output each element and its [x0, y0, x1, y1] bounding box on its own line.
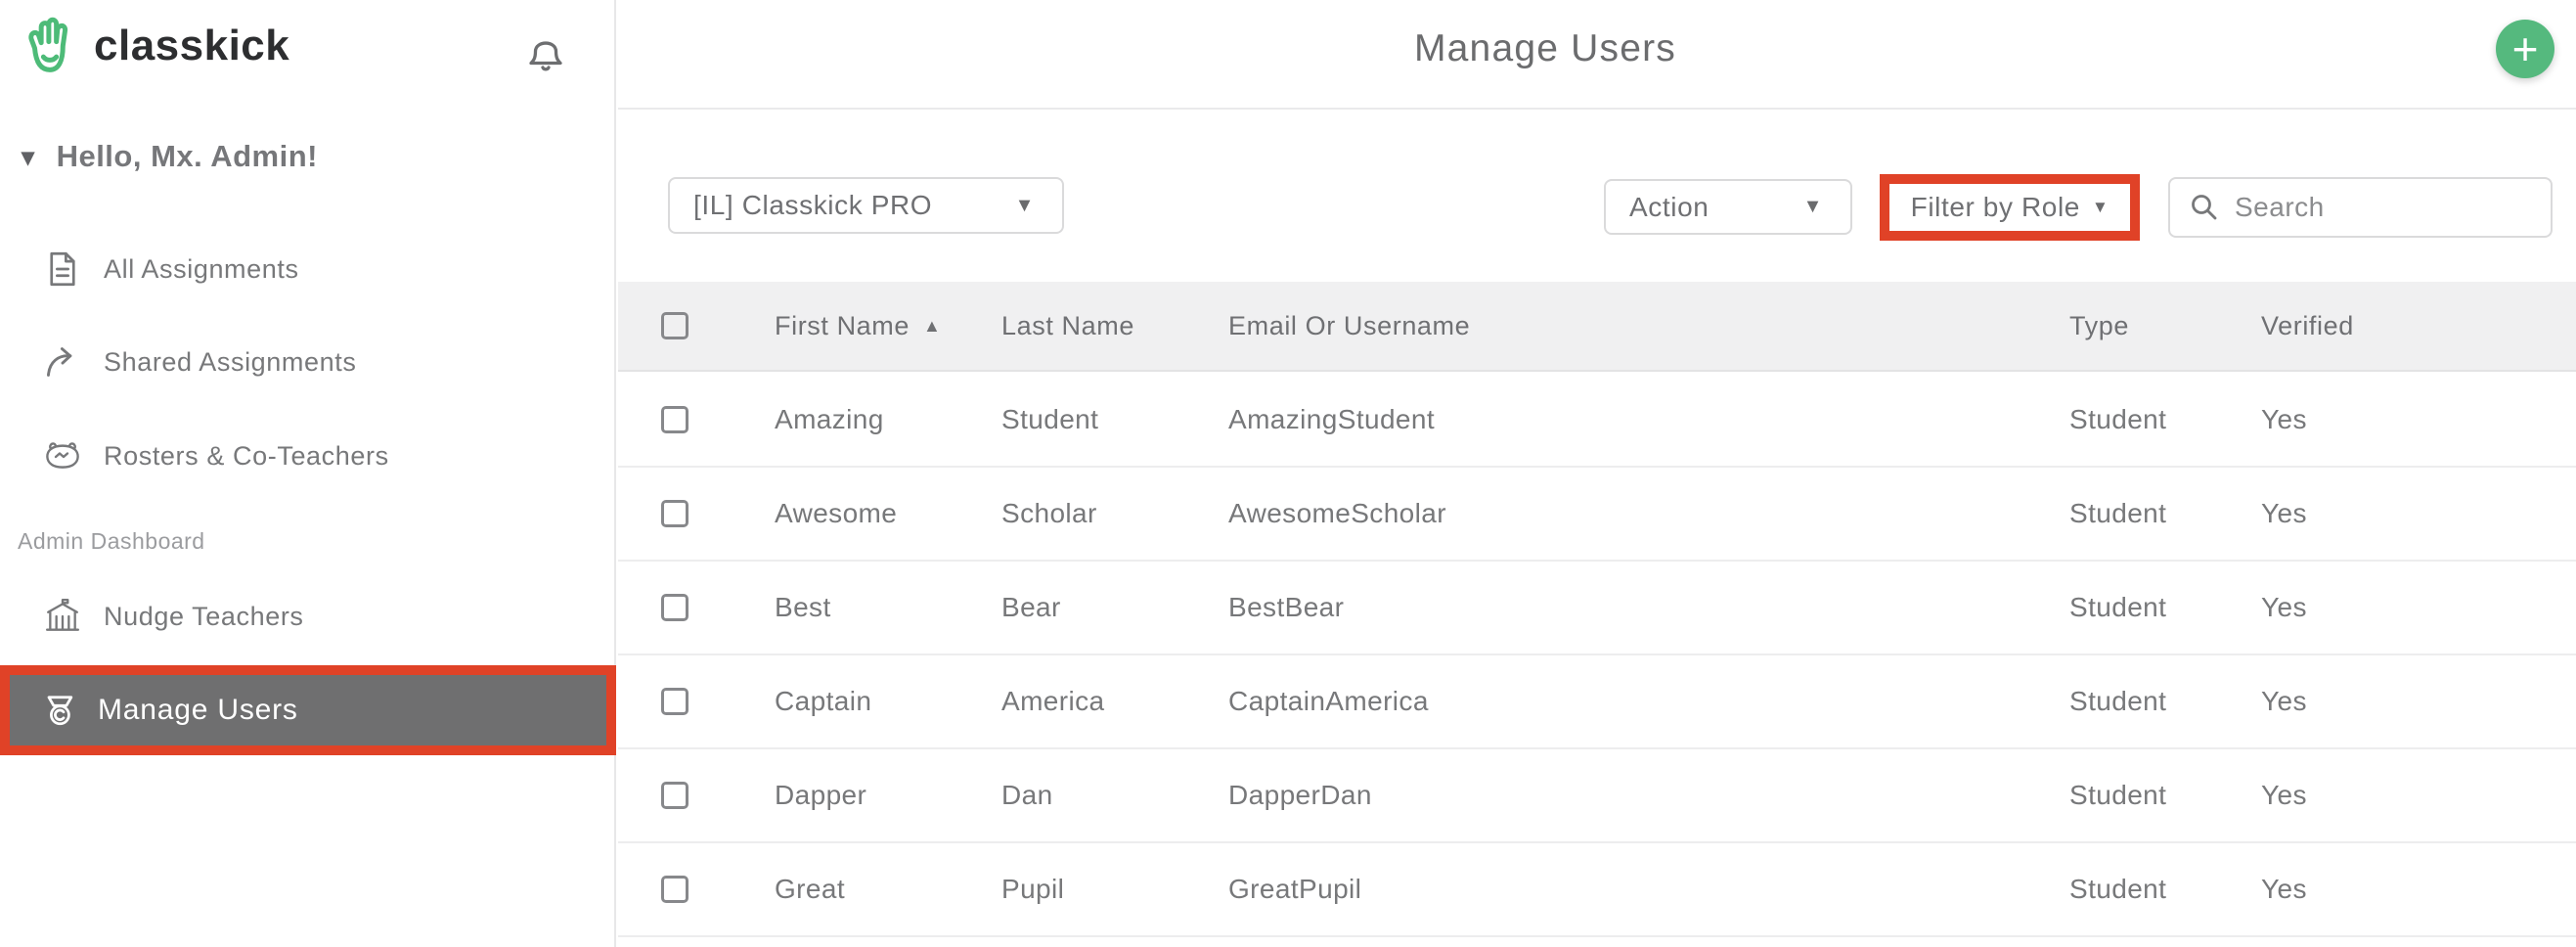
- chevron-down-icon: ▼: [1802, 196, 1823, 217]
- admin-dashboard-section-label: Admin Dashboard: [18, 528, 205, 554]
- chevron-down-icon: ▼: [2091, 198, 2110, 216]
- search-input[interactable]: [2235, 192, 2576, 223]
- sidebar-item-all-assignments[interactable]: All Assignments: [0, 239, 614, 299]
- school-filter-value: [IL] Classkick PRO: [693, 190, 933, 220]
- cell-verified: Yes: [2261, 874, 2307, 904]
- page-header: Manage Users +: [618, 0, 2576, 110]
- cell-type: Student: [2069, 404, 2167, 434]
- sidebar-item-label: Manage Users: [98, 694, 298, 726]
- cell-verified: Yes: [2261, 686, 2307, 716]
- table-body: Amazing Student AmazingStudent Student Y…: [618, 374, 2576, 937]
- filter-by-role-dropdown[interactable]: Filter by Role ▼: [1911, 192, 2110, 223]
- sidebar-item-nudge-teachers[interactable]: Nudge Teachers: [0, 586, 614, 647]
- cell-first-name: Captain: [775, 686, 872, 716]
- bell-icon: [528, 33, 567, 72]
- cell-type: Student: [2069, 780, 2167, 810]
- cell-last-name: Pupil: [1001, 874, 1065, 904]
- cell-last-name: Student: [1001, 404, 1099, 434]
- sort-ascending-icon: ▲: [923, 315, 942, 336]
- greeting-label: Hello, Mx. Admin!: [56, 139, 318, 173]
- row-checkbox[interactable]: [661, 688, 688, 715]
- column-header-email-or-username[interactable]: Email Or Username: [1228, 310, 1471, 340]
- hand-logo-icon: [22, 16, 78, 76]
- column-header-first-name[interactable]: First Name: [775, 310, 910, 340]
- cell-first-name: Awesome: [775, 498, 898, 528]
- classkick-logo[interactable]: classkick: [22, 16, 289, 76]
- cell-email-or-username: DapperDan: [1228, 780, 1372, 810]
- table-row: Great Pupil GreatPupil Student Yes: [618, 843, 2576, 937]
- assignment-icon: [43, 251, 82, 287]
- table-row: Amazing Student AmazingStudent Student Y…: [618, 374, 2576, 468]
- column-header-verified[interactable]: Verified: [2261, 310, 2354, 340]
- action-dropdown-label: Action: [1629, 191, 1710, 222]
- cell-first-name: Dapper: [775, 780, 867, 810]
- cell-first-name: Great: [775, 874, 846, 904]
- cell-first-name: Best: [775, 592, 831, 622]
- column-header-type[interactable]: Type: [2069, 310, 2129, 340]
- cell-last-name: Scholar: [1001, 498, 1097, 528]
- page-title: Manage Users: [1413, 27, 1676, 69]
- sidebar-item-label: Shared Assignments: [104, 346, 357, 377]
- school-icon: [43, 598, 82, 635]
- cell-email-or-username: AmazingStudent: [1228, 404, 1436, 434]
- filter-by-role-label: Filter by Role: [1910, 192, 2080, 222]
- cell-first-name: Amazing: [775, 404, 884, 434]
- cell-type: Student: [2069, 498, 2167, 528]
- cell-email-or-username: BestBear: [1228, 592, 1345, 622]
- search-field: [2168, 177, 2576, 238]
- chevron-down-icon: ▼: [1014, 194, 1035, 216]
- sidebar-item-label: Nudge Teachers: [104, 601, 304, 631]
- cell-email-or-username: AwesomeScholar: [1228, 498, 1446, 528]
- table-header-row: First Name ▲ Last Name Email Or Username…: [618, 282, 2576, 372]
- select-all-checkbox[interactable]: [661, 312, 688, 339]
- sidebar-item-label: All Assignments: [104, 253, 299, 284]
- row-checkbox[interactable]: [661, 406, 688, 433]
- table-row: Captain America CaptainAmerica Student Y…: [618, 655, 2576, 749]
- search-icon: [2190, 193, 2219, 222]
- whistle-icon: [43, 693, 78, 728]
- sidebar-item-rosters-co-teachers[interactable]: Rosters & Co-Teachers: [0, 426, 614, 486]
- row-checkbox[interactable]: [661, 876, 688, 903]
- row-checkbox[interactable]: [661, 594, 688, 621]
- table-row: Best Bear BestBear Student Yes: [618, 562, 2576, 655]
- cell-type: Student: [2069, 592, 2167, 622]
- cell-email-or-username: CaptainAmerica: [1228, 686, 1429, 716]
- school-filter-dropdown[interactable]: [IL] Classkick PRO ▼: [668, 177, 1064, 234]
- share-icon: [43, 345, 82, 379]
- sidebar-item-manage-users-selected[interactable]: Manage Users: [0, 665, 616, 755]
- cell-verified: Yes: [2261, 780, 2307, 810]
- sidebar-item-shared-assignments[interactable]: Shared Assignments: [0, 332, 614, 392]
- table-row: Awesome Scholar AwesomeScholar Student Y…: [618, 468, 2576, 562]
- cell-type: Student: [2069, 874, 2167, 904]
- main-content: Manage Users + [IL] Classkick PRO ▼ Acti…: [618, 0, 2576, 947]
- column-header-last-name[interactable]: Last Name: [1001, 310, 1134, 340]
- account-menu[interactable]: ▾ Hello, Mx. Admin!: [22, 139, 318, 174]
- logo-wordmark: classkick: [94, 22, 290, 69]
- cell-verified: Yes: [2261, 404, 2307, 434]
- cell-last-name: Bear: [1001, 592, 1061, 622]
- table-row: Dapper Dan DapperDan Student Yes: [618, 749, 2576, 843]
- chevron-down-icon: ▾: [22, 141, 35, 171]
- cell-verified: Yes: [2261, 592, 2307, 622]
- sidebar: classkick ▾ Hello, Mx. Admin!: [0, 0, 616, 947]
- cell-verified: Yes: [2261, 498, 2307, 528]
- notifications-bell-button[interactable]: [528, 33, 567, 76]
- filter-by-role-highlight-box: Filter by Role ▼: [1880, 174, 2140, 241]
- row-checkbox[interactable]: [661, 782, 688, 809]
- plus-icon: +: [2511, 23, 2539, 74]
- cell-email-or-username: GreatPupil: [1228, 874, 1362, 904]
- cell-last-name: Dan: [1001, 780, 1053, 810]
- action-dropdown[interactable]: Action ▼: [1604, 179, 1852, 235]
- sidebar-item-label: Rosters & Co-Teachers: [104, 440, 389, 471]
- cell-last-name: America: [1001, 686, 1105, 716]
- cell-type: Student: [2069, 686, 2167, 716]
- rosters-icon: [43, 440, 82, 472]
- row-checkbox[interactable]: [661, 500, 688, 527]
- add-user-button[interactable]: +: [2496, 20, 2554, 78]
